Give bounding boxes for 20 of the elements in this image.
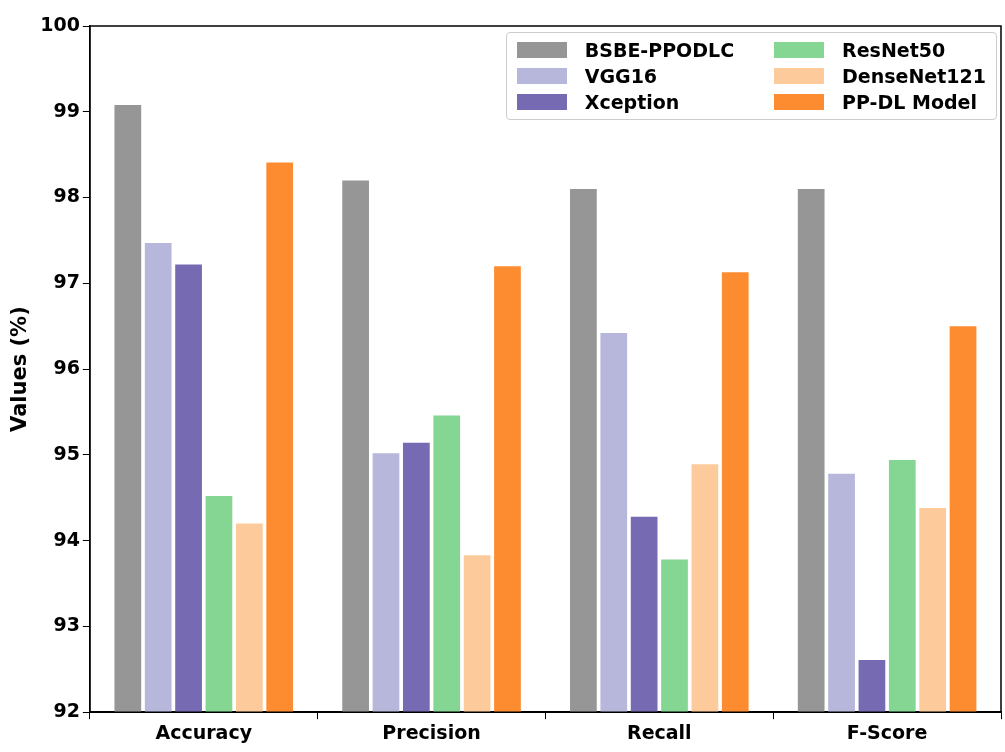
x-tick-label: Recall: [627, 720, 692, 743]
x-tick-label: Accuracy: [155, 720, 253, 743]
y-tick-label: 99: [53, 98, 80, 121]
y-tick-label: 96: [53, 356, 80, 379]
legend-label: ResNet50: [841, 39, 947, 61]
y-tick-label: 94: [53, 527, 80, 550]
x-tick-label: Precision: [382, 720, 481, 743]
y-axis-title: Values (%): [7, 306, 32, 432]
legend-label: VGG16: [583, 65, 659, 87]
y-tick-label: 92: [53, 699, 80, 722]
y-tick-label: 100: [40, 12, 80, 35]
y-tick-label: 98: [53, 184, 80, 207]
legend-label: BSBE-PPODLC: [583, 39, 735, 61]
x-tick-label: F-Score: [846, 720, 928, 743]
legend-label: DenseNet121: [841, 65, 986, 87]
legend-label: PP-DL Model: [841, 91, 978, 113]
y-tick-label: 95: [53, 441, 80, 464]
y-tick-label: 93: [53, 613, 80, 636]
y-tick-label: 97: [53, 270, 80, 293]
legend-label: Xception: [583, 91, 681, 113]
